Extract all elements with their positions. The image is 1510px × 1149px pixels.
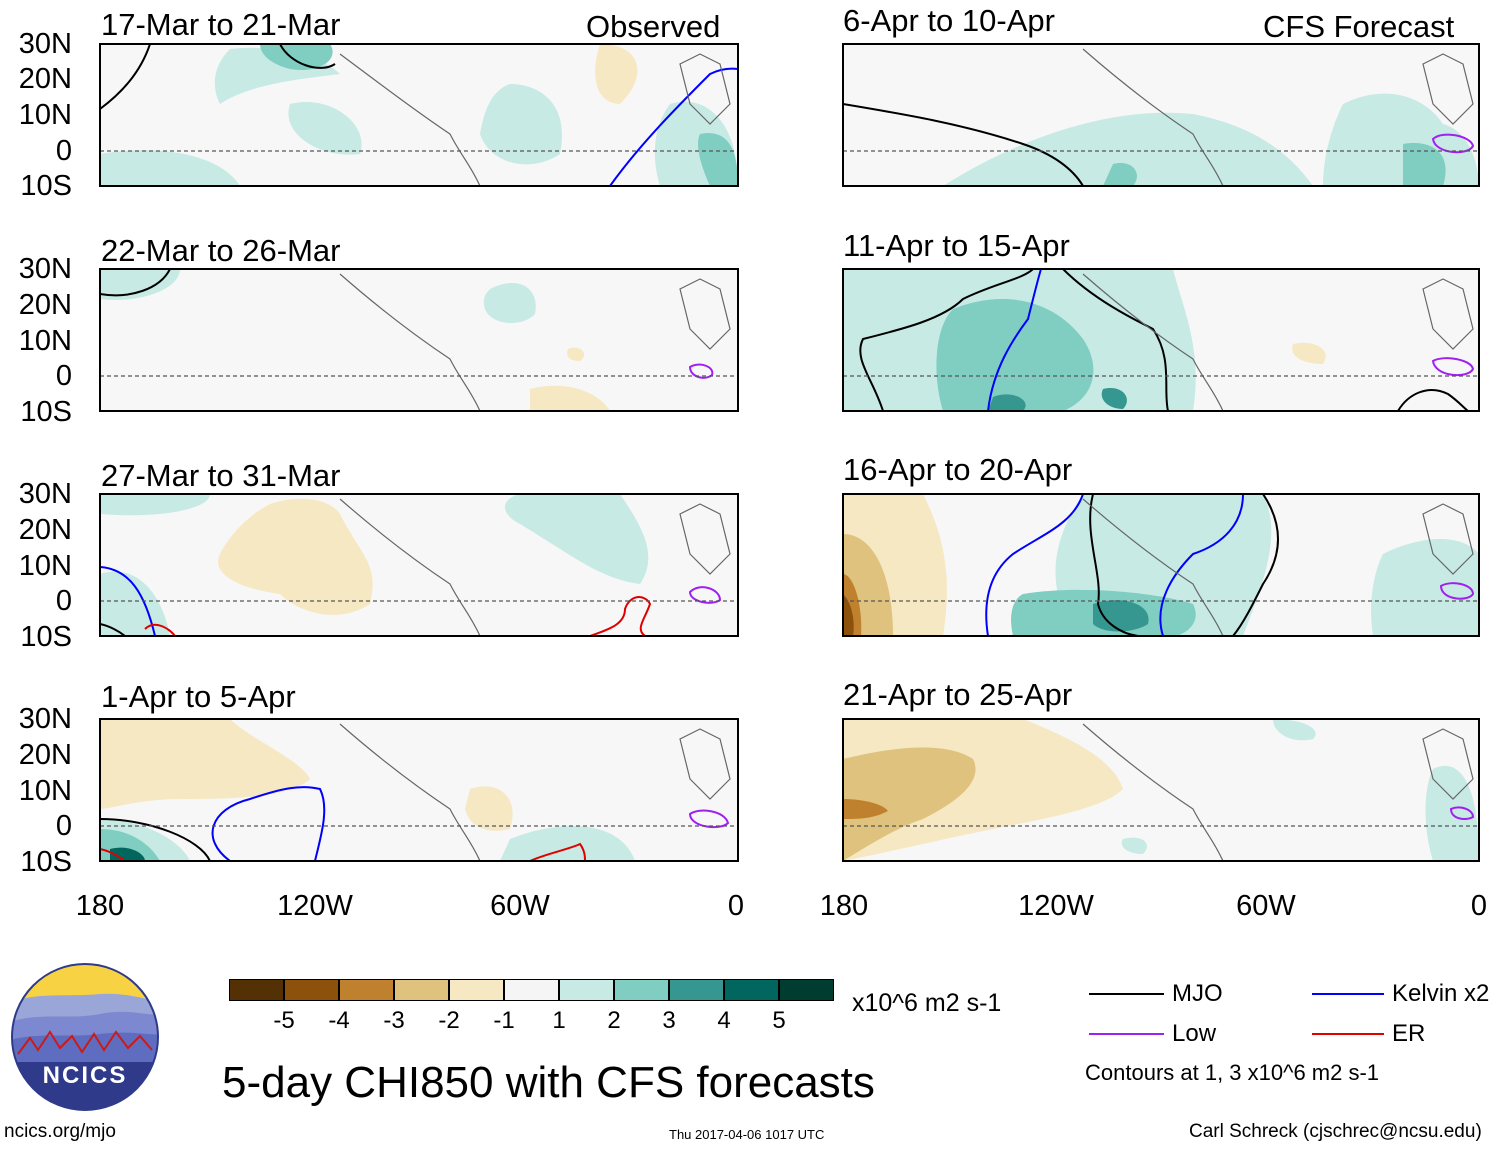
legend-swatch-er — [1312, 1033, 1384, 1035]
colorbar-units: x10^6 m2 s-1 — [852, 989, 1002, 1017]
footer-timestamp: Thu 2017-04-06 1017 UTC — [669, 1127, 825, 1142]
main-title: 5-day CHI850 with CFS forecasts — [222, 1058, 875, 1107]
colorbar-swatch — [394, 979, 449, 1001]
colorbar-tick: 4 — [717, 1007, 731, 1034]
map-panel-left-3 — [100, 494, 738, 636]
lon-label: 120W — [1018, 890, 1094, 922]
legend-swatch-kelvin — [1312, 993, 1384, 995]
lon-label: 180 — [75, 890, 125, 922]
legend-note: Contours at 1, 3 x10^6 m2 s-1 — [1085, 1060, 1380, 1085]
lon-label: 60W — [1236, 890, 1296, 922]
map-panel-left-1 — [100, 44, 738, 186]
colorbar-swatch — [779, 979, 834, 1001]
colorbar-swatch — [559, 979, 614, 1001]
lat-label: 30N — [18, 478, 72, 510]
legend-swatch-low — [1089, 1033, 1164, 1035]
colorbar-tick: 5 — [772, 1007, 786, 1034]
lat-label: 10N — [18, 325, 72, 357]
lon-label: 60W — [490, 890, 550, 922]
map-panel-right-3 — [843, 494, 1479, 636]
colorbar-tick: 3 — [662, 1007, 676, 1034]
lat-label: 30N — [18, 253, 72, 285]
lat-label: 30N — [18, 28, 72, 60]
ncics-logo: NCICS — [10, 962, 160, 1112]
panel-title-left-1: 17-Mar to 21-Mar — [101, 7, 341, 42]
colorbar-tick: -5 — [273, 1007, 295, 1034]
lat-label: 0 — [55, 810, 72, 842]
colorbar-swatch — [669, 979, 724, 1001]
colorbar-tick: -3 — [383, 1007, 405, 1034]
lat-label: 20N — [18, 63, 72, 95]
logo-text: NCICS — [42, 1062, 128, 1089]
panel-title-right-2: 11-Apr to 15-Apr — [843, 228, 1070, 263]
colorbar-swatch — [724, 979, 779, 1001]
lon-label: 180 — [819, 890, 869, 922]
lat-label: 0 — [55, 135, 72, 167]
observed-header: Observed — [586, 9, 721, 44]
forecast-header: CFS Forecast — [1263, 9, 1455, 44]
colorbar-tick: 1 — [552, 1007, 566, 1034]
colorbar-tick: -2 — [438, 1007, 460, 1034]
colorbar-tick: -4 — [328, 1007, 350, 1034]
lat-label: 30N — [18, 703, 72, 735]
lat-label: 10N — [18, 99, 72, 131]
lon-label: 120W — [277, 890, 353, 922]
colorbar-swatch — [504, 979, 559, 1001]
lat-label: 10S — [20, 170, 72, 202]
panel-title-left-4: 1-Apr to 5-Apr — [101, 679, 296, 714]
map-panel-right-2 — [843, 269, 1479, 411]
panel-title-right-4: 21-Apr to 25-Apr — [843, 677, 1073, 712]
lat-label: 20N — [18, 739, 72, 771]
map-panel-right-1 — [843, 44, 1479, 186]
colorbar-swatch — [229, 979, 284, 1001]
colorbar-swatch — [284, 979, 339, 1001]
lat-label: 10S — [20, 396, 72, 428]
lat-label: 20N — [18, 289, 72, 321]
lat-label: 0 — [55, 360, 72, 392]
map-panel-left-4 — [100, 719, 738, 861]
legend-swatch-mjo — [1089, 993, 1164, 995]
legend-label-low: Low — [1172, 1020, 1217, 1047]
map-panel-left-2 — [100, 269, 738, 411]
colorbar-tick: 2 — [607, 1007, 621, 1034]
lat-label: 10N — [18, 550, 72, 582]
lat-label: 20N — [18, 514, 72, 546]
lat-label: 0 — [55, 585, 72, 617]
legend-label-mjo: MJO — [1172, 980, 1223, 1007]
footer-credit: Carl Schreck (cjschrec@ncsu.edu) — [1189, 1121, 1482, 1142]
lon-label: 0 — [727, 890, 745, 922]
lat-label: 10S — [20, 846, 72, 878]
colorbar-swatch — [449, 979, 504, 1001]
legend-label-er: ER — [1392, 1020, 1426, 1047]
colorbar-swatch — [339, 979, 394, 1001]
panel-title-left-3: 27-Mar to 31-Mar — [101, 458, 341, 493]
footer-url[interactable]: ncics.org/mjo — [4, 1121, 116, 1142]
panel-title-left-2: 22-Mar to 26-Mar — [101, 233, 341, 268]
map-panel-right-4 — [843, 719, 1479, 861]
panel-title-right-1: 6-Apr to 10-Apr — [843, 3, 1055, 38]
colorbar-swatch — [614, 979, 669, 1001]
legend-label-kelvin: Kelvin x2 — [1392, 980, 1490, 1007]
lat-label: 10N — [18, 775, 72, 807]
colorbar-tick: -1 — [493, 1007, 515, 1034]
lon-label: 0 — [1470, 890, 1488, 922]
lat-label: 10S — [20, 621, 72, 653]
panel-title-right-3: 16-Apr to 20-Apr — [843, 452, 1073, 487]
